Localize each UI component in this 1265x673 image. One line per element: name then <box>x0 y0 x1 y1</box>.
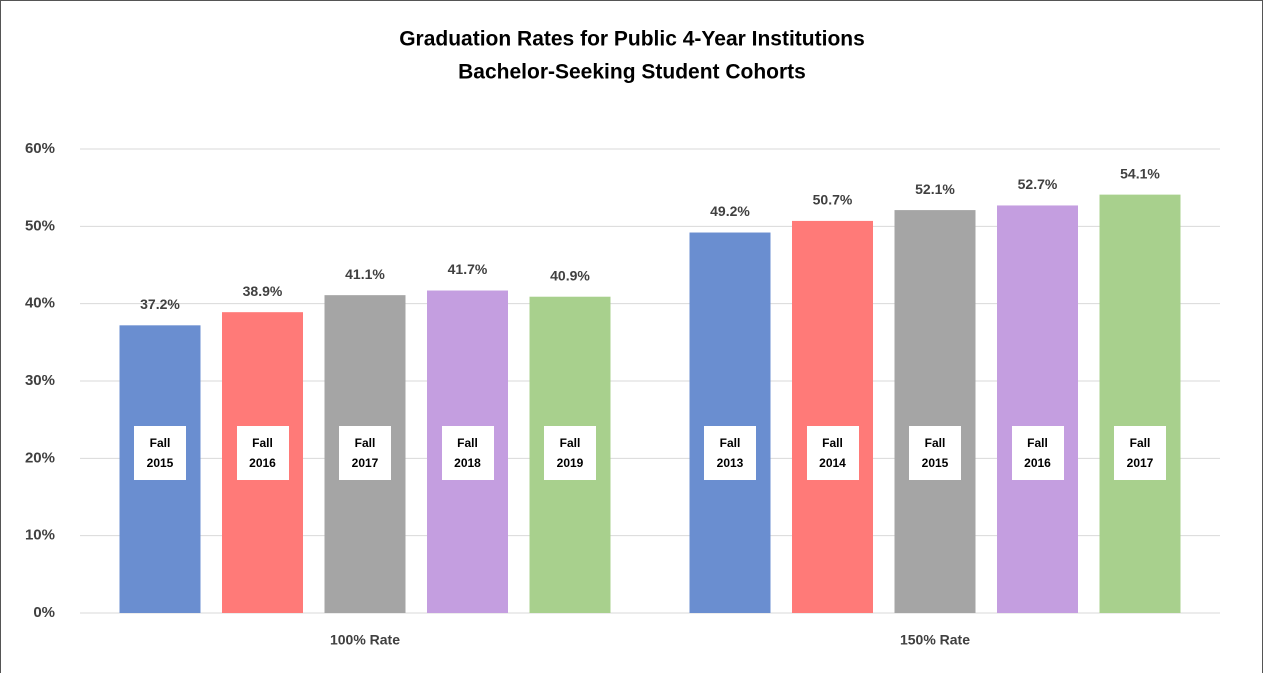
y-tick-label: 30% <box>25 372 55 389</box>
y-tick-label: 20% <box>25 449 55 466</box>
bar-label: Fall 2017 <box>1114 426 1166 480</box>
bar-label: Fall 2016 <box>1011 426 1064 480</box>
bar-label: Fall 2015 <box>909 426 961 480</box>
y-tick-label: 40% <box>25 295 55 312</box>
bar-label: Fall 2017 <box>339 426 391 480</box>
bar-label: Fall 2014 <box>806 426 859 480</box>
chart-subtitle: Bachelor-Seeking Student Cohorts <box>458 61 806 84</box>
bar-label: Fall 2019 <box>544 426 596 480</box>
y-tick-label: 0% <box>33 604 55 621</box>
bar <box>792 220 873 614</box>
x-tick-label: 100% Rate <box>330 632 400 648</box>
bar-label: Fall 2016 <box>236 426 289 480</box>
bar <box>894 210 976 614</box>
bar-label: Fall 2015 <box>134 426 186 480</box>
value-label: 41.1% <box>345 266 385 282</box>
bar <box>1099 194 1181 614</box>
value-label: 40.9% <box>550 267 590 283</box>
chart-title: Graduation Rates for Public 4-Year Insti… <box>399 28 865 51</box>
bar <box>689 232 771 613</box>
value-label: 37.2% <box>140 296 180 312</box>
y-tick-label: 50% <box>25 217 55 234</box>
x-tick-label: 150% Rate <box>900 632 970 648</box>
bar-label: Fall 2013 <box>704 426 756 480</box>
value-label: 54.1% <box>1120 165 1160 181</box>
value-label: 52.1% <box>915 181 955 197</box>
value-label: 52.7% <box>1018 176 1058 192</box>
value-label: 50.7% <box>813 192 853 208</box>
value-label: 49.2% <box>710 203 750 219</box>
y-tick-label: 10% <box>25 527 55 544</box>
y-tick-label: 60% <box>25 140 55 157</box>
bar-label: Fall 2018 <box>441 426 494 480</box>
bar <box>997 205 1078 613</box>
value-label: 41.7% <box>448 261 488 277</box>
value-label: 38.9% <box>243 283 283 299</box>
